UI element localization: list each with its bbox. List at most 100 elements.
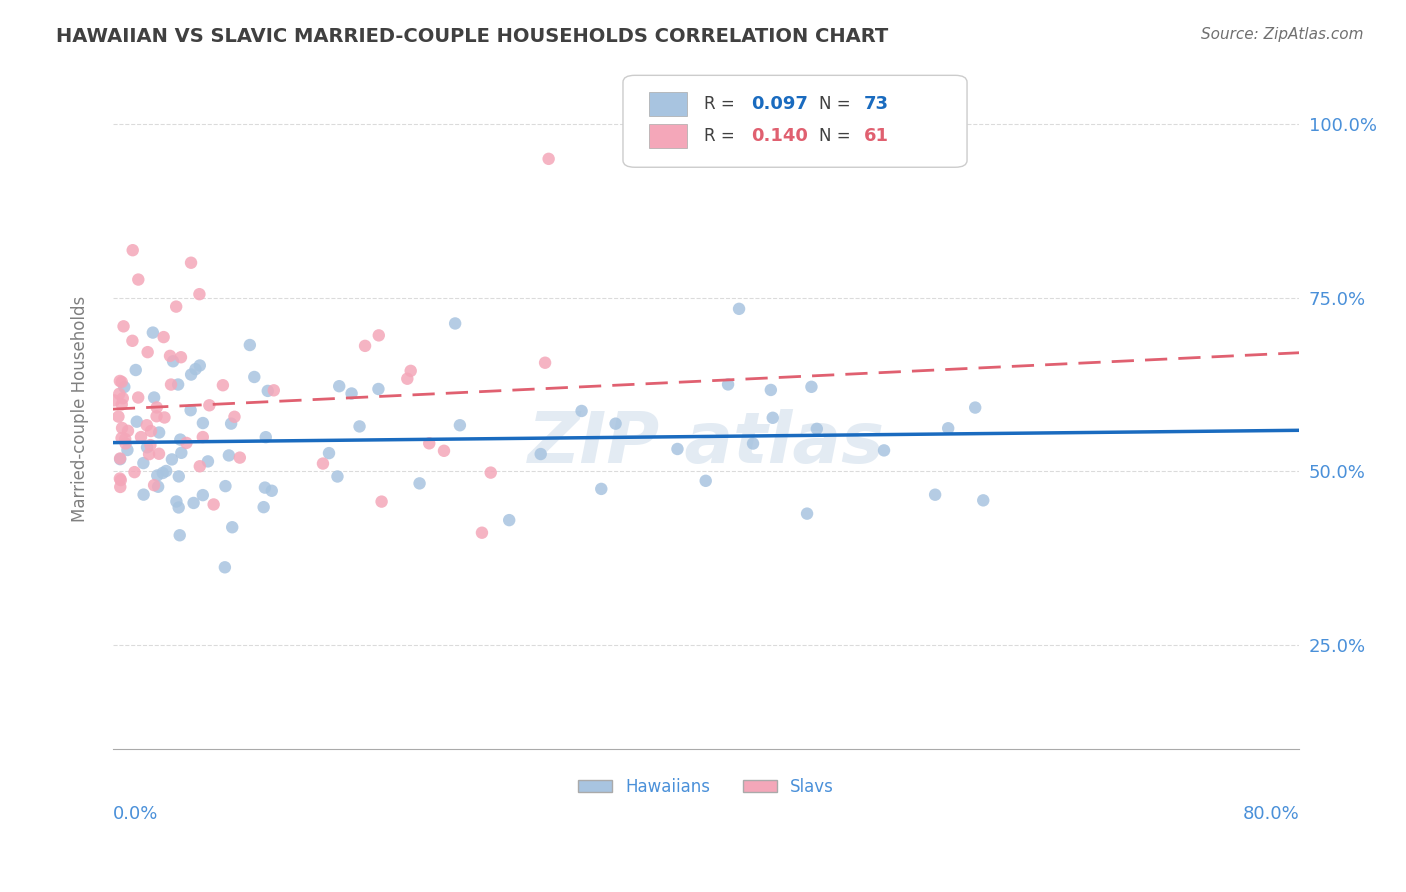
Point [111, 397, 134, 411]
Legend: Hawaiians, Slavs: Hawaiians, Slavs [572, 771, 841, 803]
Point [354, 339, 377, 353]
Point [742, 436, 765, 450]
Point [112, 380, 135, 394]
Point [146, 468, 169, 483]
Point [253, 481, 276, 495]
Point [152, 466, 174, 480]
Point [114, 436, 136, 450]
Point [243, 370, 266, 384]
Point [254, 430, 277, 444]
Point [139, 438, 162, 452]
Point [219, 417, 242, 431]
Point [148, 425, 170, 440]
Point [239, 338, 262, 352]
Point [136, 345, 159, 359]
Point [184, 362, 207, 376]
Text: R =: R = [703, 95, 740, 113]
Point [188, 359, 211, 373]
Point [108, 374, 131, 388]
Point [396, 372, 419, 386]
Point [728, 301, 751, 316]
Point [188, 287, 211, 301]
Text: 73: 73 [863, 95, 889, 113]
Point [202, 498, 225, 512]
Point [152, 330, 174, 344]
Point [796, 507, 818, 521]
Point [605, 417, 627, 431]
Point [408, 476, 430, 491]
Text: 61: 61 [863, 127, 889, 145]
Point [180, 256, 202, 270]
Point [148, 447, 170, 461]
Point [666, 442, 689, 456]
Point [762, 410, 785, 425]
Point [188, 459, 211, 474]
Text: N =: N = [818, 127, 856, 145]
Point [197, 454, 219, 468]
Text: 0.097: 0.097 [751, 95, 808, 113]
Point [159, 349, 181, 363]
Point [180, 403, 202, 417]
Point [111, 375, 134, 389]
Point [498, 513, 520, 527]
Point [263, 384, 285, 398]
Point [121, 334, 143, 348]
Point [537, 152, 560, 166]
Text: R =: R = [703, 127, 740, 145]
Point [806, 422, 828, 436]
Point [114, 432, 136, 446]
FancyBboxPatch shape [623, 75, 967, 167]
Point [162, 354, 184, 368]
Point [370, 494, 392, 508]
Point [129, 430, 152, 444]
Point [112, 319, 135, 334]
Text: HAWAIIAN VS SLAVIC MARRIED-COUPLE HOUSEHOLDS CORRELATION CHART: HAWAIIAN VS SLAVIC MARRIED-COUPLE HOUSEH… [56, 27, 889, 45]
Y-axis label: Married-couple Households: Married-couple Households [72, 296, 89, 522]
Point [145, 409, 167, 424]
Point [449, 418, 471, 433]
Point [218, 449, 240, 463]
Point [214, 479, 236, 493]
Point [340, 386, 363, 401]
Point [367, 328, 389, 343]
Point [108, 452, 131, 467]
Point [110, 431, 132, 445]
Point [367, 382, 389, 396]
Point [318, 446, 340, 460]
Point [198, 398, 221, 412]
Text: N =: N = [818, 95, 856, 113]
Point [349, 419, 371, 434]
Point [124, 465, 146, 479]
Point [183, 496, 205, 510]
Point [108, 451, 131, 466]
Text: ZIP atlas: ZIP atlas [527, 409, 884, 477]
Point [191, 488, 214, 502]
Point [107, 409, 129, 424]
Point [146, 480, 169, 494]
Point [256, 384, 278, 398]
Point [111, 391, 134, 405]
Point [530, 447, 553, 461]
Point [170, 350, 193, 364]
FancyBboxPatch shape [650, 93, 688, 116]
Point [800, 380, 823, 394]
Point [160, 377, 183, 392]
Text: 0.140: 0.140 [751, 127, 808, 145]
Point [110, 480, 132, 494]
Point [191, 416, 214, 430]
Point [125, 363, 148, 377]
Point [444, 317, 467, 331]
Point [103, 393, 125, 408]
Point [165, 494, 187, 508]
Point [936, 421, 959, 435]
Point [167, 469, 190, 483]
Point [117, 442, 139, 457]
Point [471, 525, 494, 540]
Point [759, 383, 782, 397]
Point [180, 368, 202, 382]
Point [139, 424, 162, 438]
Point [142, 326, 165, 340]
Point [214, 560, 236, 574]
Point [873, 443, 896, 458]
Point [312, 457, 335, 471]
